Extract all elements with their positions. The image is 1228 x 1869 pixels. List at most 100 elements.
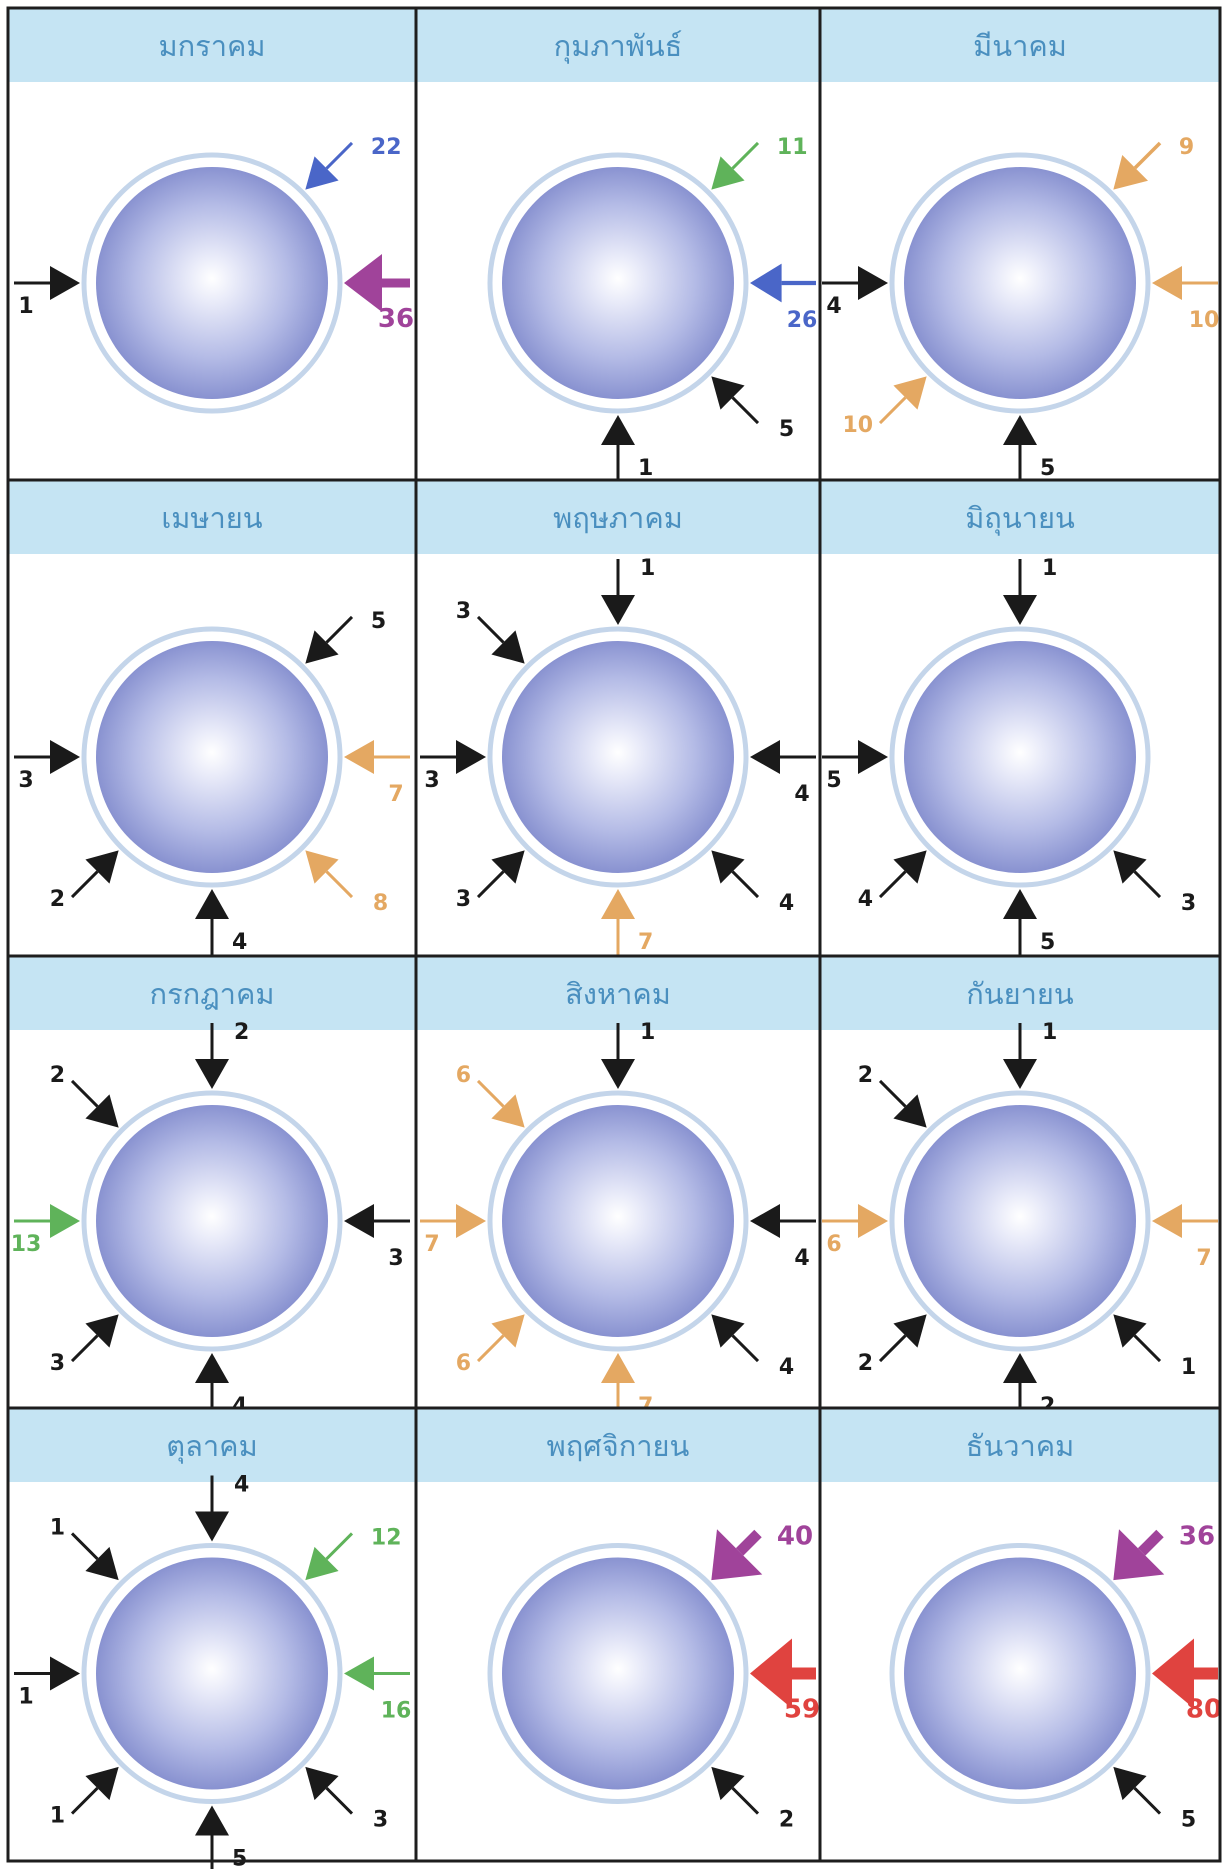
wind-arrow: 1 [14,266,80,319]
wind-arrow: 11 [711,135,808,190]
arrow-shaft [1133,870,1162,899]
wind-arrow: 3 [14,740,80,793]
arrow-head [893,850,927,884]
arrow-head [750,740,780,774]
sphere [502,1557,734,1790]
month-name: พฤษภาคม [553,501,683,535]
month-name: สิงหาคม [565,977,671,1011]
month-header [416,8,820,82]
wind-arrow: 1 [601,1020,655,1089]
wind-arrow: 10 [1152,266,1219,333]
wind-arrow: 6 [456,1063,525,1128]
wind-frequency-label: 1 [1042,1020,1057,1045]
sphere [96,641,328,873]
wind-frequency-label: 7 [1196,1246,1211,1271]
wind-arrow: 1 [1113,1314,1196,1380]
wind-frequency-label: 4 [234,1473,249,1498]
arrow-shaft [1133,1334,1162,1363]
month-cell: ธันวาคม 36 80 5 [820,1408,1222,1832]
wind-arrow: 5 [1113,1766,1196,1832]
month-header [820,956,1220,1030]
wind-frequency-label: 10 [842,413,873,438]
arrow-head [711,1766,745,1801]
arrow-head [305,630,339,664]
arrow-head [1113,1314,1147,1348]
arrow-shaft [70,870,99,899]
wind-arrow: 2 [195,1020,249,1089]
wind-arrow: 12 [305,1526,402,1581]
wind-frequency-label: 4 [858,887,873,912]
wind-frequency-label: 2 [50,887,65,912]
wind-frequency-label: 3 [373,1807,388,1832]
sphere [502,1105,734,1337]
wind-arrow: 5 [305,609,386,664]
wind-arrow: 80 [1152,1638,1222,1725]
wind-arrow: 4 [822,266,888,319]
arrow-head [195,1059,229,1089]
arrow-shaft [731,396,760,425]
wind-arrow: 59 [750,1638,820,1725]
arrow-shaft [325,870,354,899]
wind-arrow: 1 [1003,1020,1057,1089]
wind-frequency-label: 1 [18,294,33,319]
arrow-shaft [1133,1786,1162,1815]
arrow-head [750,1204,780,1238]
wind-frequency-label: 2 [858,1063,873,1088]
wind-arrow: 36 [344,254,414,334]
wind-frequency-label: 1 [18,1685,33,1710]
wind-frequency-label: 4 [779,1355,794,1380]
wind-frequency-label: 5 [1040,456,1055,481]
arrow-head [1152,1204,1182,1238]
wind-frequency-label: 3 [1181,891,1196,916]
month-header [8,1408,416,1482]
arrow-head [50,1656,80,1691]
arrow-shaft [325,615,354,644]
wind-frequency-label: 36 [378,304,414,334]
month-cell: พฤศจิกายน 40 59 2 [416,1408,820,1832]
arrow-head [491,630,525,664]
arrow-head [1003,1353,1037,1383]
arrow-head [305,1546,339,1581]
month-cell: กันยายน1267212 [820,956,1220,1419]
arrow-head [601,889,635,919]
wind-arrow: 7 [1152,1204,1218,1271]
wind-frequency-label: 13 [11,1232,42,1257]
arrow-head [456,1204,486,1238]
arrow-head [858,266,888,300]
month-header [820,480,1220,554]
arrow-head [305,156,339,190]
month-header [8,480,416,554]
arrow-head [1003,889,1037,919]
wind-arrow: 3 [344,1204,410,1271]
arrow-shaft [325,1786,354,1815]
wind-frequency-label: 4 [794,1246,809,1271]
arrow-head [491,1314,525,1348]
wind-arrow: 3 [1113,850,1196,916]
sphere [96,1557,328,1790]
arrow-head [601,1059,635,1089]
arrow-head [50,266,80,300]
wind-frequency-label: 5 [826,768,841,793]
wind-frequency-label: 6 [826,1232,841,1257]
wind-frequency-label: 7 [638,930,653,955]
wind-frequency-label: 40 [777,1522,813,1552]
arrow-shaft [735,1529,762,1556]
wind-arrow: 1 [601,556,655,625]
sphere [502,641,734,873]
arrow-head [893,1094,927,1128]
arrow-head [195,889,229,919]
arrow-head [50,1204,80,1238]
wind-arrow: 2 [50,1063,119,1128]
arrow-shaft [1137,1529,1164,1556]
wind-frequency-label: 5 [1181,1807,1196,1832]
grid-lines [6,6,1222,1863]
month-name: กุมภาพันธ์ [554,29,683,64]
wind-arrow: 3 [420,740,486,793]
arrow-head [711,850,745,884]
wind-arrow: 1 [601,415,653,481]
sphere [904,1105,1136,1337]
arrow-head [711,1314,745,1348]
wind-arrow: 8 [305,850,388,916]
wind-arrow: 6 [822,1204,888,1257]
wind-frequency-label: 59 [784,1695,820,1725]
